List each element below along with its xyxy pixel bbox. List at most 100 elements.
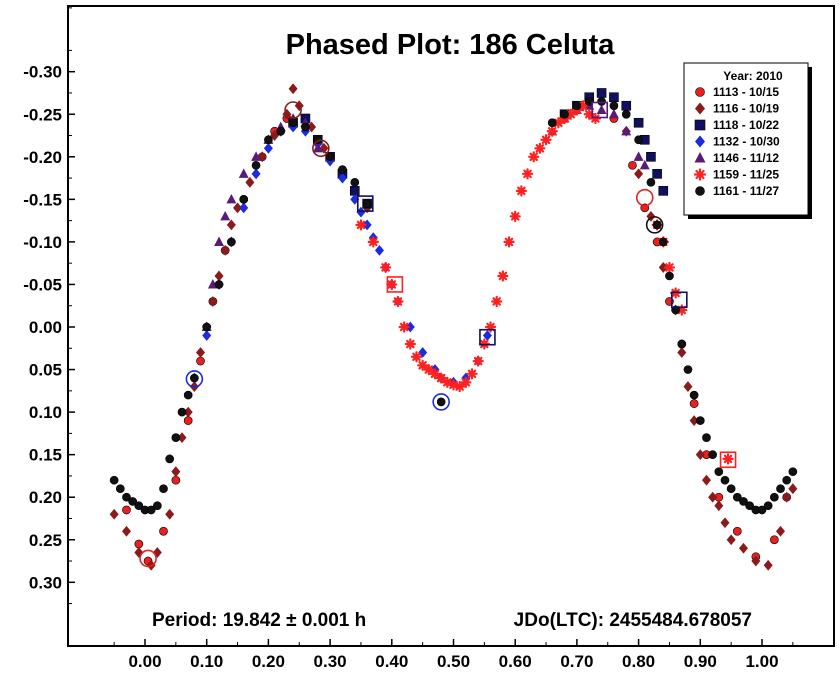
data-point bbox=[652, 169, 662, 179]
y-tick-label: -0.15 bbox=[23, 190, 62, 209]
data-point bbox=[429, 368, 441, 380]
data-point bbox=[540, 134, 552, 146]
data-point bbox=[183, 416, 193, 425]
data-point bbox=[405, 321, 415, 333]
data-point bbox=[171, 466, 181, 478]
data-point bbox=[263, 142, 273, 154]
data-point bbox=[392, 295, 404, 308]
data-point bbox=[109, 475, 119, 485]
data-point bbox=[634, 168, 644, 180]
highlight-marker bbox=[719, 451, 737, 469]
data-point bbox=[509, 210, 521, 222]
data-point bbox=[288, 83, 298, 95]
data-point bbox=[497, 270, 509, 282]
y-tick-label: 0.05 bbox=[29, 361, 62, 380]
data-point bbox=[560, 109, 569, 119]
data-point bbox=[689, 415, 699, 427]
data-point bbox=[418, 347, 428, 358]
data-point bbox=[355, 219, 367, 231]
data-point bbox=[202, 330, 212, 341]
highlight-marker bbox=[312, 139, 330, 158]
data-point bbox=[482, 330, 492, 341]
data-point bbox=[608, 108, 619, 119]
data-point bbox=[521, 168, 534, 180]
data-point bbox=[634, 135, 643, 145]
data-point bbox=[702, 433, 711, 442]
data-point bbox=[782, 475, 792, 485]
data-point bbox=[677, 339, 687, 349]
y-tick-label: -0.25 bbox=[23, 105, 62, 124]
data-point bbox=[720, 475, 730, 485]
legend-marker bbox=[695, 87, 705, 97]
data-point bbox=[122, 492, 131, 502]
data-point bbox=[776, 484, 785, 494]
data-point bbox=[708, 450, 717, 460]
data-point bbox=[639, 159, 650, 170]
x-tick-label: 0.70 bbox=[560, 652, 593, 671]
data-point bbox=[683, 381, 693, 392]
data-point bbox=[404, 338, 416, 350]
data-point bbox=[350, 177, 360, 187]
data-point bbox=[183, 406, 193, 418]
y-tick-label: -0.10 bbox=[23, 233, 62, 252]
data-point bbox=[695, 416, 705, 425]
legend-entry: 1161 - 11/27 bbox=[695, 184, 779, 198]
data-point bbox=[596, 88, 607, 98]
data-point bbox=[751, 555, 761, 567]
legend-entry: 1146 - 11/12 bbox=[694, 151, 779, 165]
data-point bbox=[596, 104, 607, 115]
data-point bbox=[776, 525, 786, 537]
legend-marker bbox=[694, 152, 706, 163]
data-point bbox=[646, 152, 656, 162]
data-point bbox=[757, 505, 767, 515]
highlight-marker bbox=[671, 291, 688, 309]
data-point bbox=[177, 407, 187, 417]
chart-title: Phased Plot: 186 Celuta bbox=[286, 29, 616, 61]
data-point bbox=[115, 484, 125, 494]
data-point bbox=[732, 526, 742, 536]
data-point bbox=[220, 210, 231, 221]
data-point bbox=[722, 453, 734, 465]
data-point bbox=[708, 491, 718, 503]
data-point bbox=[769, 492, 779, 502]
period-text: Period: 19.842 ± 0.001 h bbox=[152, 610, 366, 631]
data-point bbox=[251, 168, 261, 180]
data-point bbox=[546, 125, 558, 137]
data-point bbox=[288, 118, 298, 128]
data-point bbox=[121, 525, 131, 537]
x-tick-label: 0.00 bbox=[128, 652, 161, 671]
x-tick-label: 1.00 bbox=[745, 652, 778, 671]
x-axis: 0.00 0.10 0.20 0.30 0.40 0.50 0.60 0.70 0.80 0.90… bbox=[113, 639, 794, 671]
data-point bbox=[134, 501, 144, 511]
data-point bbox=[386, 278, 398, 291]
highlight-marker bbox=[356, 195, 374, 212]
legend-box bbox=[683, 62, 809, 216]
data-point bbox=[763, 559, 773, 571]
x-tick-label: 0.30 bbox=[314, 652, 347, 671]
data-point bbox=[503, 236, 515, 248]
data-point bbox=[190, 373, 199, 383]
data-point bbox=[122, 505, 131, 515]
data-point bbox=[146, 505, 156, 515]
data-point bbox=[528, 151, 540, 163]
legend-entry: 1113 - 10/15 bbox=[695, 85, 779, 99]
data-point bbox=[633, 117, 644, 128]
data-point bbox=[689, 399, 699, 408]
data-point bbox=[589, 112, 602, 125]
data-point bbox=[251, 151, 262, 161]
legend-label: 1116 - 10/19 bbox=[713, 102, 779, 116]
data-point bbox=[307, 121, 317, 133]
data-point bbox=[454, 380, 466, 393]
data-point bbox=[633, 151, 644, 161]
y-tick-label: -0.05 bbox=[23, 275, 62, 294]
highlight-marker bbox=[185, 370, 204, 388]
legend-label: 1159 - 11/25 bbox=[713, 168, 779, 182]
data-point bbox=[251, 160, 261, 170]
data-point bbox=[398, 321, 410, 333]
data-point bbox=[227, 237, 236, 247]
legend-label: 1132 - 10/30 bbox=[713, 135, 780, 149]
data-point bbox=[782, 491, 792, 503]
y-tick-label: 0.15 bbox=[29, 446, 62, 465]
data-point bbox=[584, 97, 594, 106]
data-point bbox=[410, 351, 423, 363]
